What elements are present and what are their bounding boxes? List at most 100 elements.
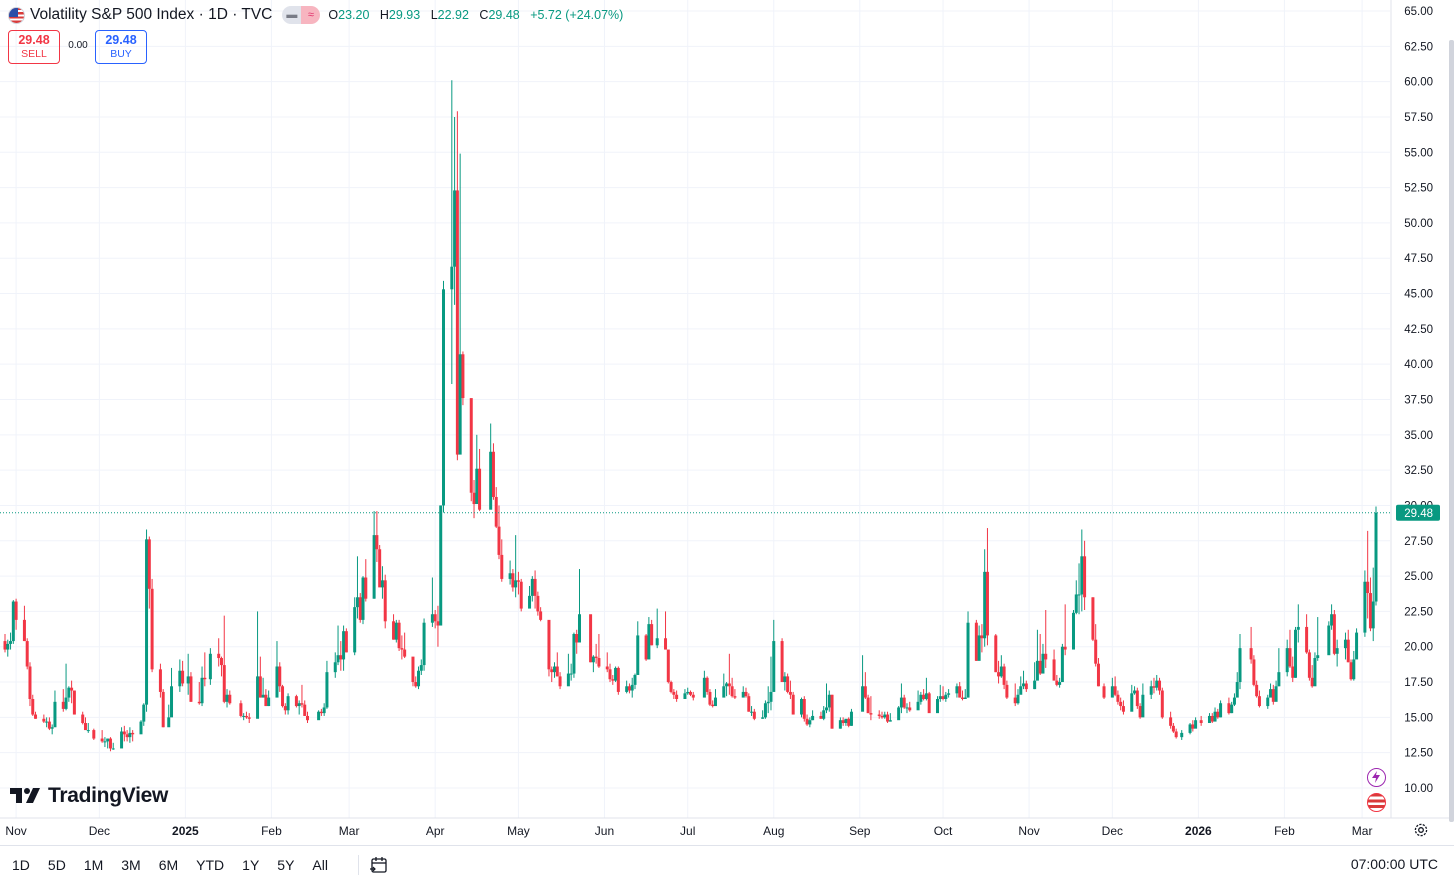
candle-body	[1349, 662, 1353, 680]
candle-body	[772, 641, 776, 692]
data-status-pill[interactable]: ▬ ≈	[282, 6, 321, 24]
candle-body	[1207, 715, 1211, 724]
range-3m-button[interactable]: 3M	[121, 856, 141, 873]
range-1y-button[interactable]: 1Y	[242, 856, 260, 873]
close-value: 29.48	[488, 8, 520, 22]
range-5d-button[interactable]: 5D	[47, 856, 66, 873]
range-1d-button[interactable]: 1D	[12, 856, 30, 873]
x-axis[interactable]: Nov Dec 2025 Feb Mar Apr May Jun Jul Aug Sep Oct Nov…	[0, 817, 1454, 838]
candle-body	[458, 354, 462, 455]
candle-body	[1041, 653, 1045, 674]
candle	[1216, 708, 1220, 719]
go-to-date-calendar-icon[interactable]	[357, 854, 389, 875]
candle	[958, 682, 962, 698]
timezone-label[interactable]: 07:00:00 UTC	[1350, 856, 1438, 872]
range-6m-button[interactable]: 6M	[158, 856, 179, 873]
candle	[530, 576, 534, 602]
candle	[1207, 713, 1211, 724]
candle	[941, 686, 945, 701]
candle-body	[300, 703, 304, 705]
candle-body	[1227, 703, 1231, 714]
candle	[1305, 614, 1309, 654]
price-chart[interactable]: 10.00 12.50 15.00 17.50 20.00 22.50 25.00 27.50…	[0, 0, 1454, 845]
candle	[744, 687, 748, 698]
settings-gear-icon[interactable]	[1413, 822, 1429, 838]
candle-body	[61, 701, 65, 709]
candle-body	[880, 715, 884, 718]
candle-body	[572, 634, 576, 674]
candle	[1158, 677, 1162, 695]
candle	[355, 556, 359, 619]
candle	[888, 713, 892, 722]
candle-body	[1052, 659, 1056, 681]
candle	[627, 683, 631, 694]
lightning-icon[interactable]	[1367, 768, 1386, 787]
y-tick-label: 20.00	[1404, 642, 1433, 654]
y-tick-label: 52.50	[1404, 183, 1433, 195]
candle	[608, 663, 612, 683]
candle	[403, 632, 407, 659]
candle	[103, 737, 107, 748]
bottom-toolbar: 1D 5D 1M 3M 6M YTD 1Y 5Y All 07:00:00 UT…	[0, 845, 1454, 883]
candle	[905, 703, 909, 714]
range-ytd-button[interactable]: YTD	[196, 856, 225, 873]
range-1m-button[interactable]: 1M	[83, 856, 104, 873]
candle	[1110, 677, 1114, 698]
candle	[1055, 674, 1059, 687]
y-tick-label: 55.00	[1404, 147, 1433, 159]
candle-body	[1232, 697, 1236, 705]
sell-button[interactable]: 29.48 SELL	[8, 30, 60, 64]
candle	[1332, 609, 1336, 656]
candle-body	[650, 624, 654, 646]
range-5y-button[interactable]: 5Y	[277, 856, 295, 873]
candle-body	[278, 666, 282, 687]
candle-body	[708, 691, 712, 705]
y-tick-label: 12.50	[1404, 748, 1433, 760]
candle-body	[1113, 686, 1117, 695]
candle-body	[941, 696, 945, 699]
candle-body	[1313, 658, 1317, 687]
scrollbar-thumb[interactable]	[1449, 40, 1454, 822]
price-scale-scrollbar[interactable]	[1449, 40, 1454, 822]
candle	[455, 111, 459, 461]
candle	[861, 655, 865, 712]
candle-body	[791, 694, 795, 715]
y-axis[interactable]: 10.00 12.50 15.00 17.50 20.00 22.50 25.00 27.50…	[1390, 0, 1454, 818]
candle-body	[53, 701, 57, 728]
range-all-button[interactable]: All	[312, 856, 328, 873]
country-flag-icon[interactable]	[1367, 793, 1386, 812]
candle	[283, 703, 287, 715]
candle-body	[805, 718, 809, 725]
candle	[28, 662, 32, 707]
tradingview-logo[interactable]: TradingView	[10, 784, 168, 808]
candle	[1230, 701, 1234, 714]
x-tick-label: Mar	[339, 824, 360, 838]
candle-body	[788, 691, 792, 695]
candle-body	[783, 676, 787, 683]
candle	[344, 628, 348, 653]
candle-body	[1346, 639, 1350, 663]
candle	[414, 676, 418, 688]
candle	[278, 662, 282, 692]
candle	[1133, 686, 1137, 695]
candle-body	[553, 666, 557, 673]
candle-body	[838, 720, 842, 729]
candle-body	[128, 732, 132, 738]
candle-body	[34, 714, 38, 719]
candle	[800, 697, 804, 718]
candle-body	[1316, 655, 1320, 659]
candle	[772, 619, 776, 692]
x-tick-label: Oct	[934, 824, 953, 838]
candle-body	[28, 666, 32, 699]
buy-button[interactable]: 29.48 BUY	[95, 30, 147, 64]
candle	[1135, 687, 1139, 709]
candle-body	[689, 691, 692, 695]
candle	[67, 686, 71, 702]
candle-body	[433, 614, 437, 622]
high-label: H	[379, 8, 389, 22]
candle	[1063, 604, 1067, 656]
candle	[555, 652, 559, 677]
symbol-title[interactable]: Volatility S&P 500 Index · 1D · TVC	[30, 6, 273, 23]
candle	[664, 611, 668, 650]
